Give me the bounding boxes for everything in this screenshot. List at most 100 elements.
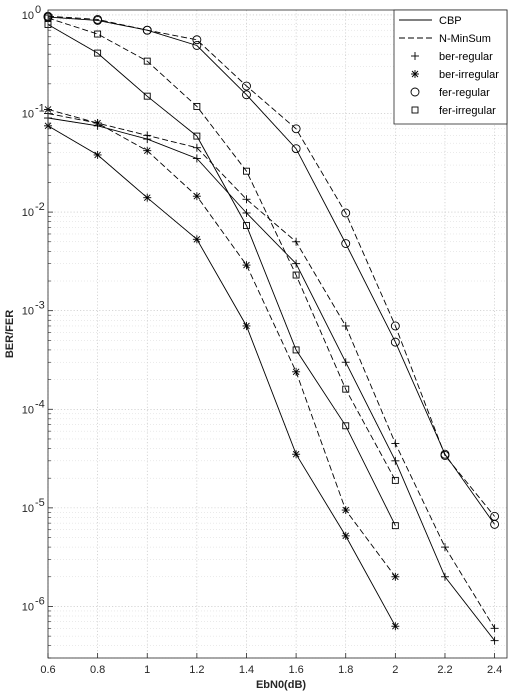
data-point-ber-irregular (391, 622, 400, 631)
data-point-ber-regular (242, 195, 251, 204)
data-point-ber-irregular (242, 321, 251, 330)
y-tick-exponent: 0 (35, 4, 41, 16)
x-axis-ticks: 0.6 0.8 1 1.2 1.4 1.6 1.8 2 2.2 2.4 (40, 653, 502, 676)
series-markers (43, 11, 500, 645)
legend-label: fer-irregular (439, 105, 496, 117)
y-tick-base: 10 (22, 109, 34, 121)
data-point-fer-irregular (143, 57, 151, 65)
data-point-fer-irregular (243, 167, 250, 175)
legend-item-ber-regular: ber-regular (411, 51, 493, 63)
x-tick-label: 1.8 (338, 664, 353, 676)
data-point-fer-irregular (292, 346, 300, 354)
legend-label: CBP (439, 15, 462, 27)
data-point-fer-regular (291, 144, 301, 154)
y-tick-exponent: -5 (35, 497, 45, 509)
data-point-ber-regular (143, 131, 152, 140)
series-line-cbp-fer-irregular (47, 24, 396, 526)
legend-item-cbp: CBP (399, 15, 462, 27)
data-point-ber-regular (341, 321, 350, 330)
series-line-cbp-ber-regular (47, 117, 495, 641)
series-lines (47, 15, 495, 641)
legend-marker-plus-icon (411, 52, 419, 60)
data-point-fer-regular (142, 25, 152, 35)
x-tick-label: 1 (144, 664, 150, 676)
data-point-ber-regular (440, 543, 449, 552)
data-point-fer-irregular (342, 385, 350, 393)
data-point-fer-regular (291, 124, 301, 134)
data-point-ber-irregular (93, 119, 102, 128)
legend: CBP N-MinSum ber-regular ber-irregular fer-r… (393, 9, 508, 125)
legend-label: N-MinSum (439, 33, 491, 45)
y-tick-base: 10 (22, 404, 34, 416)
x-tick-label: 1.6 (288, 664, 303, 676)
data-point-fer-irregular (193, 102, 201, 110)
y-tick-label: 10 -2 (22, 201, 45, 219)
data-point-fer-irregular (193, 132, 201, 140)
data-point-fer-regular (440, 451, 450, 460)
x-tick-label: 1.4 (239, 664, 254, 676)
series-line-n-minsum-fer-regular (47, 15, 495, 517)
series-line-n-minsum-fer-irregular (47, 17, 396, 481)
data-point-ber-irregular (192, 235, 201, 244)
data-point-fer-regular (242, 90, 251, 100)
series-line-cbp-fer-regular (47, 16, 495, 525)
x-tick-label: 0.6 (40, 664, 55, 676)
data-point-fer-irregular (391, 522, 399, 530)
y-axis-label: BER/FER (4, 310, 16, 358)
legend-marker-circle-icon (410, 87, 420, 97)
y-tick-base: 10 (22, 601, 34, 613)
legend-item-fer-irregular: fer-irregular (411, 105, 496, 117)
data-point-fer-irregular (342, 422, 350, 430)
y-tick-base: 10 (22, 503, 34, 515)
data-point-fer-regular (341, 239, 351, 248)
y-tick-label: 10 0 (22, 4, 41, 22)
legend-box (393, 9, 508, 125)
data-point-ber-regular (292, 259, 301, 268)
data-point-ber-irregular (93, 150, 102, 159)
data-point-fer-regular (390, 321, 400, 331)
data-point-ber-irregular (341, 531, 350, 540)
data-point-ber-irregular (341, 506, 350, 515)
y-tick-label: 10 -4 (22, 398, 45, 416)
legend-label: ber-irregular (439, 69, 499, 81)
legend-marker-square-icon (411, 106, 419, 114)
legend-label: fer-regular (439, 87, 490, 99)
data-point-fer-regular (490, 511, 500, 521)
series-line-n-minsum-ber-regular (47, 113, 495, 629)
data-point-fer-regular (192, 41, 202, 50)
data-point-fer-irregular (94, 30, 102, 38)
y-tick-label: 10 -1 (22, 103, 45, 121)
plot-frame (47, 9, 508, 659)
data-point-ber-regular (490, 624, 499, 633)
data-point-ber-irregular (292, 450, 301, 459)
data-point-fer-regular (93, 14, 103, 24)
data-point-ber-regular (192, 143, 201, 152)
data-point-fer-irregular (391, 476, 399, 484)
data-point-fer-irregular (292, 271, 300, 279)
data-point-fer-regular (192, 35, 202, 45)
data-point-fer-irregular (243, 222, 250, 230)
x-tick-label: 2.4 (487, 664, 502, 676)
y-tick-exponent: -1 (35, 103, 45, 115)
y-tick-exponent: -2 (35, 201, 45, 213)
y-tick-base: 10 (22, 207, 34, 219)
data-point-ber-irregular (391, 572, 400, 581)
data-point-ber-regular (391, 456, 400, 465)
series-line-n-minsum-ber-irregular (47, 108, 396, 578)
data-point-ber-irregular (242, 261, 251, 270)
legend-item-ber-irregular: ber-irregular (411, 69, 499, 81)
data-point-ber-regular (391, 439, 400, 448)
x-tick-label: 2.2 (437, 664, 452, 676)
data-point-ber-irregular (192, 192, 201, 201)
data-point-ber-regular (292, 237, 301, 246)
legend-label: ber-regular (439, 51, 493, 63)
data-point-fer-regular (341, 208, 351, 218)
y-tick-base: 10 (22, 10, 34, 22)
y-tick-label: 10 -5 (22, 497, 45, 515)
data-point-fer-regular (242, 81, 251, 91)
data-point-fer-regular (390, 337, 400, 347)
series-line-cbp-ber-irregular (47, 125, 396, 627)
data-point-fer-irregular (143, 92, 151, 100)
